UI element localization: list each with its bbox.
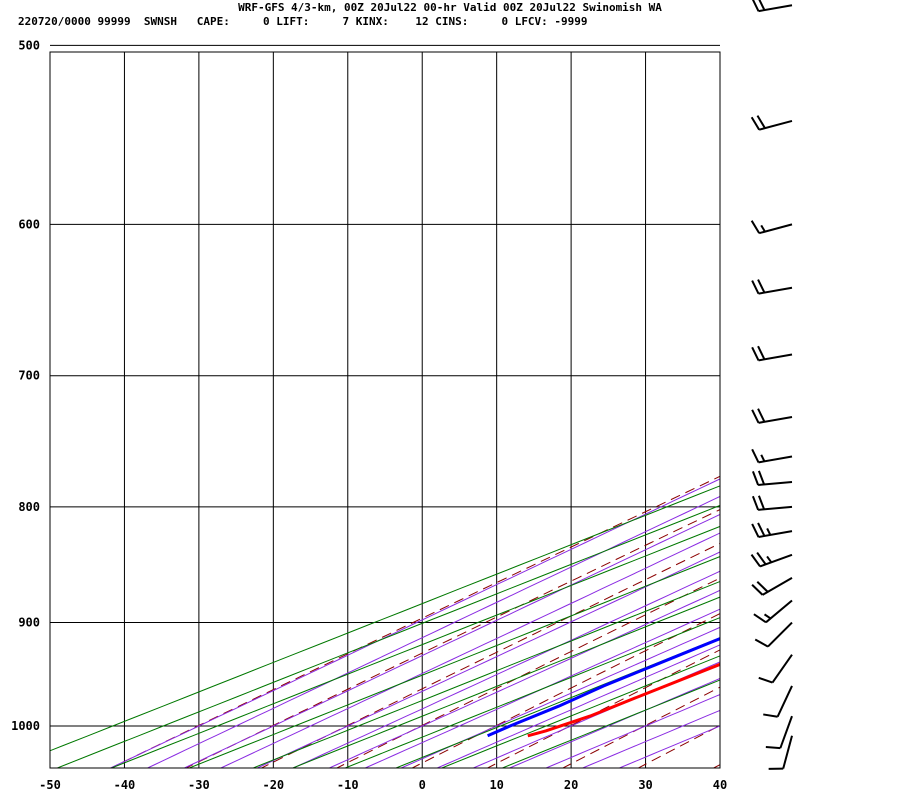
temperature-trace <box>527 662 720 738</box>
mixing-ratio-line <box>50 485 720 752</box>
wind-barb <box>750 551 793 568</box>
x-tick-label: 20 <box>564 778 578 792</box>
thermo-guide-lines <box>50 0 900 783</box>
moist-adiabat-line <box>256 551 720 768</box>
moist-adiabat-line <box>618 725 720 768</box>
moist-adiabat-line <box>472 661 720 768</box>
wind-barb <box>754 621 793 648</box>
mixing-ratio-line <box>110 525 720 768</box>
moist-adiabat-line <box>292 570 720 768</box>
moist-adiabat-line <box>399 626 720 768</box>
wind-barbs <box>750 0 793 770</box>
x-tick-label: 30 <box>638 778 652 792</box>
dewpoint-trace <box>486 637 720 738</box>
y-tick-label: 800 <box>18 500 40 514</box>
wind-barb <box>763 685 793 718</box>
mixing-ratio-line <box>187 556 720 768</box>
isobar-isotherm-grid <box>49 44 721 768</box>
wind-barb <box>751 577 793 596</box>
wind-barb <box>750 115 793 131</box>
wind-barb <box>765 715 793 750</box>
y-tick-label: 500 <box>18 38 40 52</box>
wind-barb <box>751 0 793 13</box>
plot-frame <box>49 51 721 769</box>
y-tick-label: 700 <box>18 369 40 383</box>
temperature-tick-labels: -50 -40 -30 -20 -10 0 10 20 30 40 <box>39 778 727 792</box>
dry-adiabat-line <box>260 542 720 768</box>
wind-barb <box>751 495 793 511</box>
x-tick-label: -20 <box>262 778 284 792</box>
dry-adiabat-line <box>486 649 720 768</box>
wind-barb <box>751 345 793 362</box>
mixing-ratio-line <box>343 617 720 768</box>
sounding-profiles <box>486 637 720 738</box>
wind-barb <box>750 220 793 235</box>
dry-adiabat-line <box>185 508 720 768</box>
moist-adiabat-line <box>544 693 720 768</box>
wind-barb <box>751 279 793 295</box>
wind-barb <box>751 448 793 464</box>
mixing-ratio-line <box>291 596 720 768</box>
wind-barb <box>753 599 793 624</box>
x-tick-label: 10 <box>489 778 503 792</box>
moist-adiabat-line <box>363 608 720 768</box>
dry-adiabat-line <box>335 577 720 768</box>
x-tick-label: -10 <box>337 778 359 792</box>
wind-barb <box>758 654 793 684</box>
dry-adiabat-line <box>411 613 720 768</box>
wind-barb <box>768 735 793 770</box>
moist-adiabat-line <box>219 532 720 768</box>
dry-adiabat-line <box>761 0 900 783</box>
x-tick-label: 0 <box>419 778 426 792</box>
dry-adiabat-line <box>836 0 900 783</box>
moist-adiabat-line <box>508 677 720 768</box>
x-tick-label: 40 <box>713 778 727 792</box>
moist-adiabat-line <box>435 644 720 768</box>
wind-barb <box>751 470 793 486</box>
y-tick-label: 900 <box>18 616 40 630</box>
y-tick-label: 1000 <box>11 719 40 733</box>
y-tick-label: 600 <box>18 217 40 231</box>
mixing-ratio-line <box>440 655 720 768</box>
pressure-tick-labels: 4005006007008009001000 <box>11 38 40 733</box>
mixing-ratio-line <box>251 580 720 768</box>
moist-adiabat-line <box>183 513 720 768</box>
wind-barb <box>751 522 793 539</box>
moist-adiabat-line <box>146 495 720 768</box>
mixing-ratio-line <box>501 679 720 768</box>
stability-indices: 220720/0000 99999 SWNSH CAPE: 0 LIFT: 7 … <box>18 15 588 28</box>
wind-barb <box>751 408 793 424</box>
x-tick-label: -40 <box>114 778 136 792</box>
moist-adiabat-line <box>328 589 720 768</box>
x-tick-label: -50 <box>39 778 61 792</box>
dry-adiabat-line <box>109 475 720 768</box>
chart-title: WRF-GFS 4/3-km, 00Z 20Jul22 00-hr Valid … <box>238 1 662 14</box>
x-tick-label: -30 <box>188 778 210 792</box>
moist-adiabat-line <box>109 478 720 768</box>
mixing-ratio-line <box>55 504 720 768</box>
